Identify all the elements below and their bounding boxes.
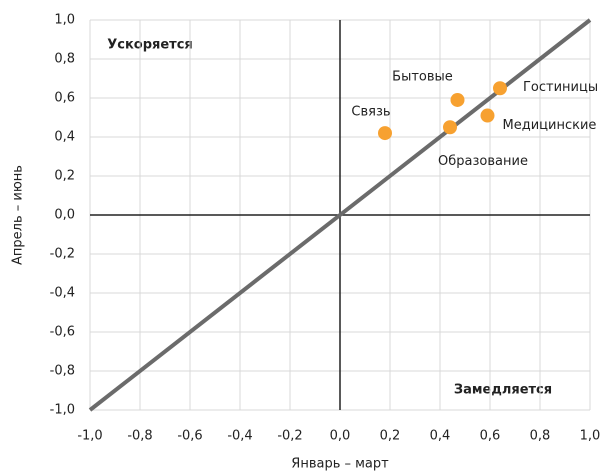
- point-label: Гостиницы: [523, 80, 598, 95]
- y-tick-label: 0,2: [54, 169, 75, 184]
- x-tick-label: -0,6: [177, 429, 202, 444]
- y-tick-label: -0,2: [50, 247, 75, 262]
- y-tick-label: -0,4: [50, 286, 75, 301]
- quadrant-label: Ускоряется: [107, 38, 193, 53]
- x-tick-label: 0,4: [430, 429, 451, 444]
- x-tick-label: -0,8: [127, 429, 152, 444]
- point: [443, 120, 457, 135]
- x-tick-label: 0,6: [480, 429, 501, 444]
- point-label: Образование: [438, 154, 528, 169]
- point-label: Связь: [351, 105, 390, 120]
- y-tick-label: 0,8: [54, 52, 75, 67]
- y-tick-label: -1,0: [50, 403, 75, 418]
- x-tick-label: 0,8: [530, 429, 551, 444]
- y-tick-label: -0,8: [50, 364, 75, 379]
- x-tick-label: 0,2: [380, 429, 401, 444]
- y-tick-label: 0,0: [54, 208, 75, 223]
- y-tick-label: -0,6: [50, 325, 75, 340]
- point-label: Бытовые: [392, 69, 453, 84]
- point: [450, 92, 465, 107]
- point: [480, 108, 495, 123]
- diagonal: [88, 18, 592, 412]
- x-tick-label: 0,0: [330, 429, 351, 444]
- point: [378, 126, 392, 141]
- point: [493, 81, 507, 96]
- y-tick-label: 1,0: [54, 13, 75, 28]
- quadrant-label: Замедляется: [454, 383, 552, 398]
- y-axis-label: Апрель – июнь: [11, 165, 26, 265]
- point-label: Медицинские: [503, 118, 597, 133]
- x-tick-label: -1,0: [77, 429, 102, 444]
- x-tick-label: 1,0: [580, 429, 601, 444]
- y-tick-label: 0,6: [54, 91, 75, 106]
- x-tick-label: -0,4: [227, 429, 252, 444]
- x-axis-label: Январь – март: [291, 457, 389, 472]
- y-tick-label: 0,4: [54, 130, 75, 145]
- x-tick-label: -0,2: [277, 429, 302, 444]
